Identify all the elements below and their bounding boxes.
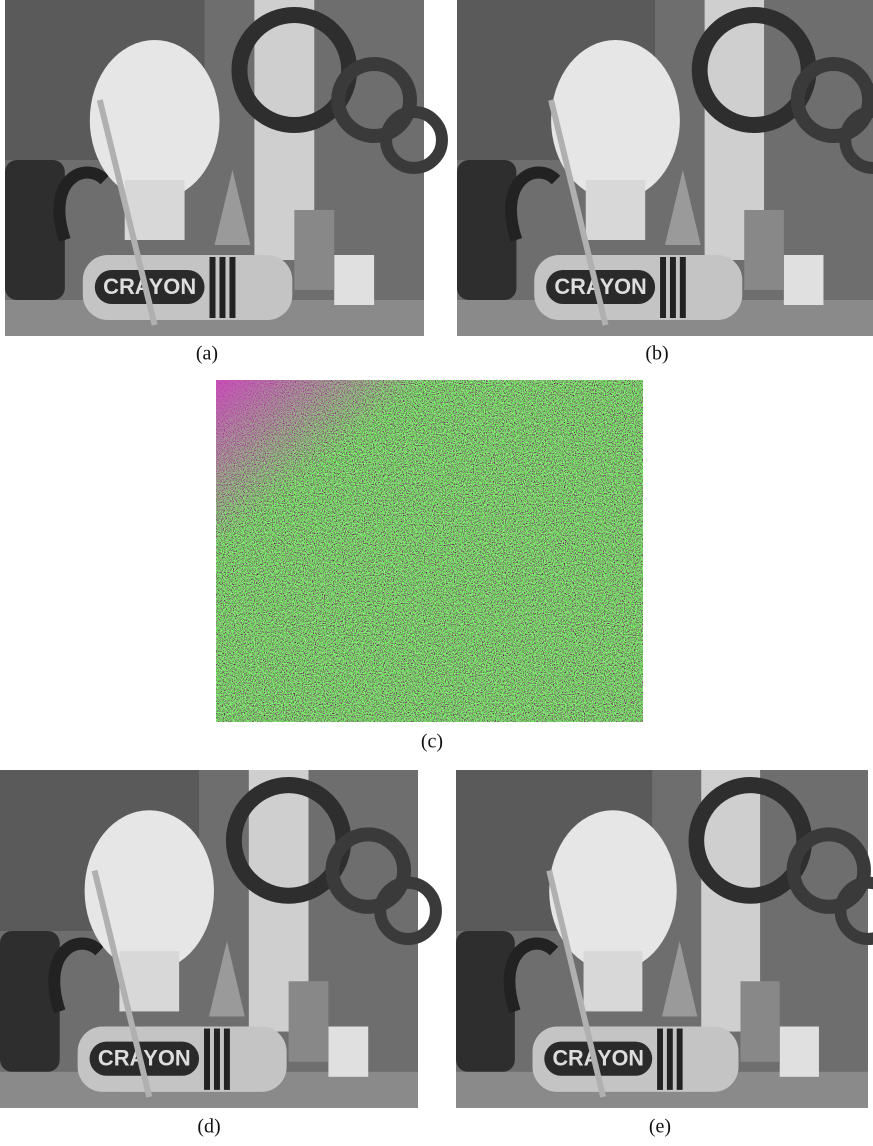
basket	[294, 210, 334, 290]
crayon-stripe	[680, 257, 686, 318]
head	[85, 810, 214, 971]
basket	[744, 210, 784, 290]
crayon-stripe	[657, 1029, 663, 1090]
basket	[289, 981, 329, 1061]
neck	[584, 951, 643, 1011]
caption: (a)	[196, 343, 218, 365]
basket	[740, 981, 779, 1061]
crayon-stripe	[670, 257, 676, 318]
cup	[780, 1027, 819, 1077]
scene: CRAYON	[456, 770, 873, 1108]
crayon-stripe	[214, 1029, 220, 1090]
crayon-stripe	[219, 257, 225, 318]
cup	[784, 255, 824, 305]
panel-e: CRAYON	[456, 770, 873, 1108]
panel-d: CRAYON	[0, 770, 436, 1108]
crayon-stripe	[210, 257, 216, 318]
scene: CRAYON	[0, 770, 436, 1108]
head	[90, 40, 220, 200]
crayon-stripe	[224, 1029, 230, 1090]
crayon-stripe	[204, 1029, 210, 1090]
noise-tint	[216, 380, 643, 722]
figure: CRAYON CRAYON CRAYON CRAYON (a) (b) (c) …	[0, 0, 873, 1146]
caption: (b)	[645, 343, 668, 365]
caption: (c)	[421, 731, 443, 753]
panel-b: CRAYON	[457, 0, 873, 336]
panel-c	[216, 380, 643, 722]
panel-a: CRAYON	[5, 0, 442, 336]
caption: (e)	[649, 1116, 671, 1138]
scene: CRAYON	[457, 0, 873, 336]
crayon-stripe	[677, 1029, 683, 1090]
caption: (d)	[197, 1116, 220, 1138]
scene: CRAYON	[5, 0, 442, 336]
crayon-stripe	[229, 257, 235, 318]
cup	[334, 255, 374, 305]
cup	[328, 1027, 368, 1077]
crayon-stripe	[667, 1029, 673, 1090]
crayon-stripe	[660, 257, 666, 318]
neck	[586, 180, 645, 240]
